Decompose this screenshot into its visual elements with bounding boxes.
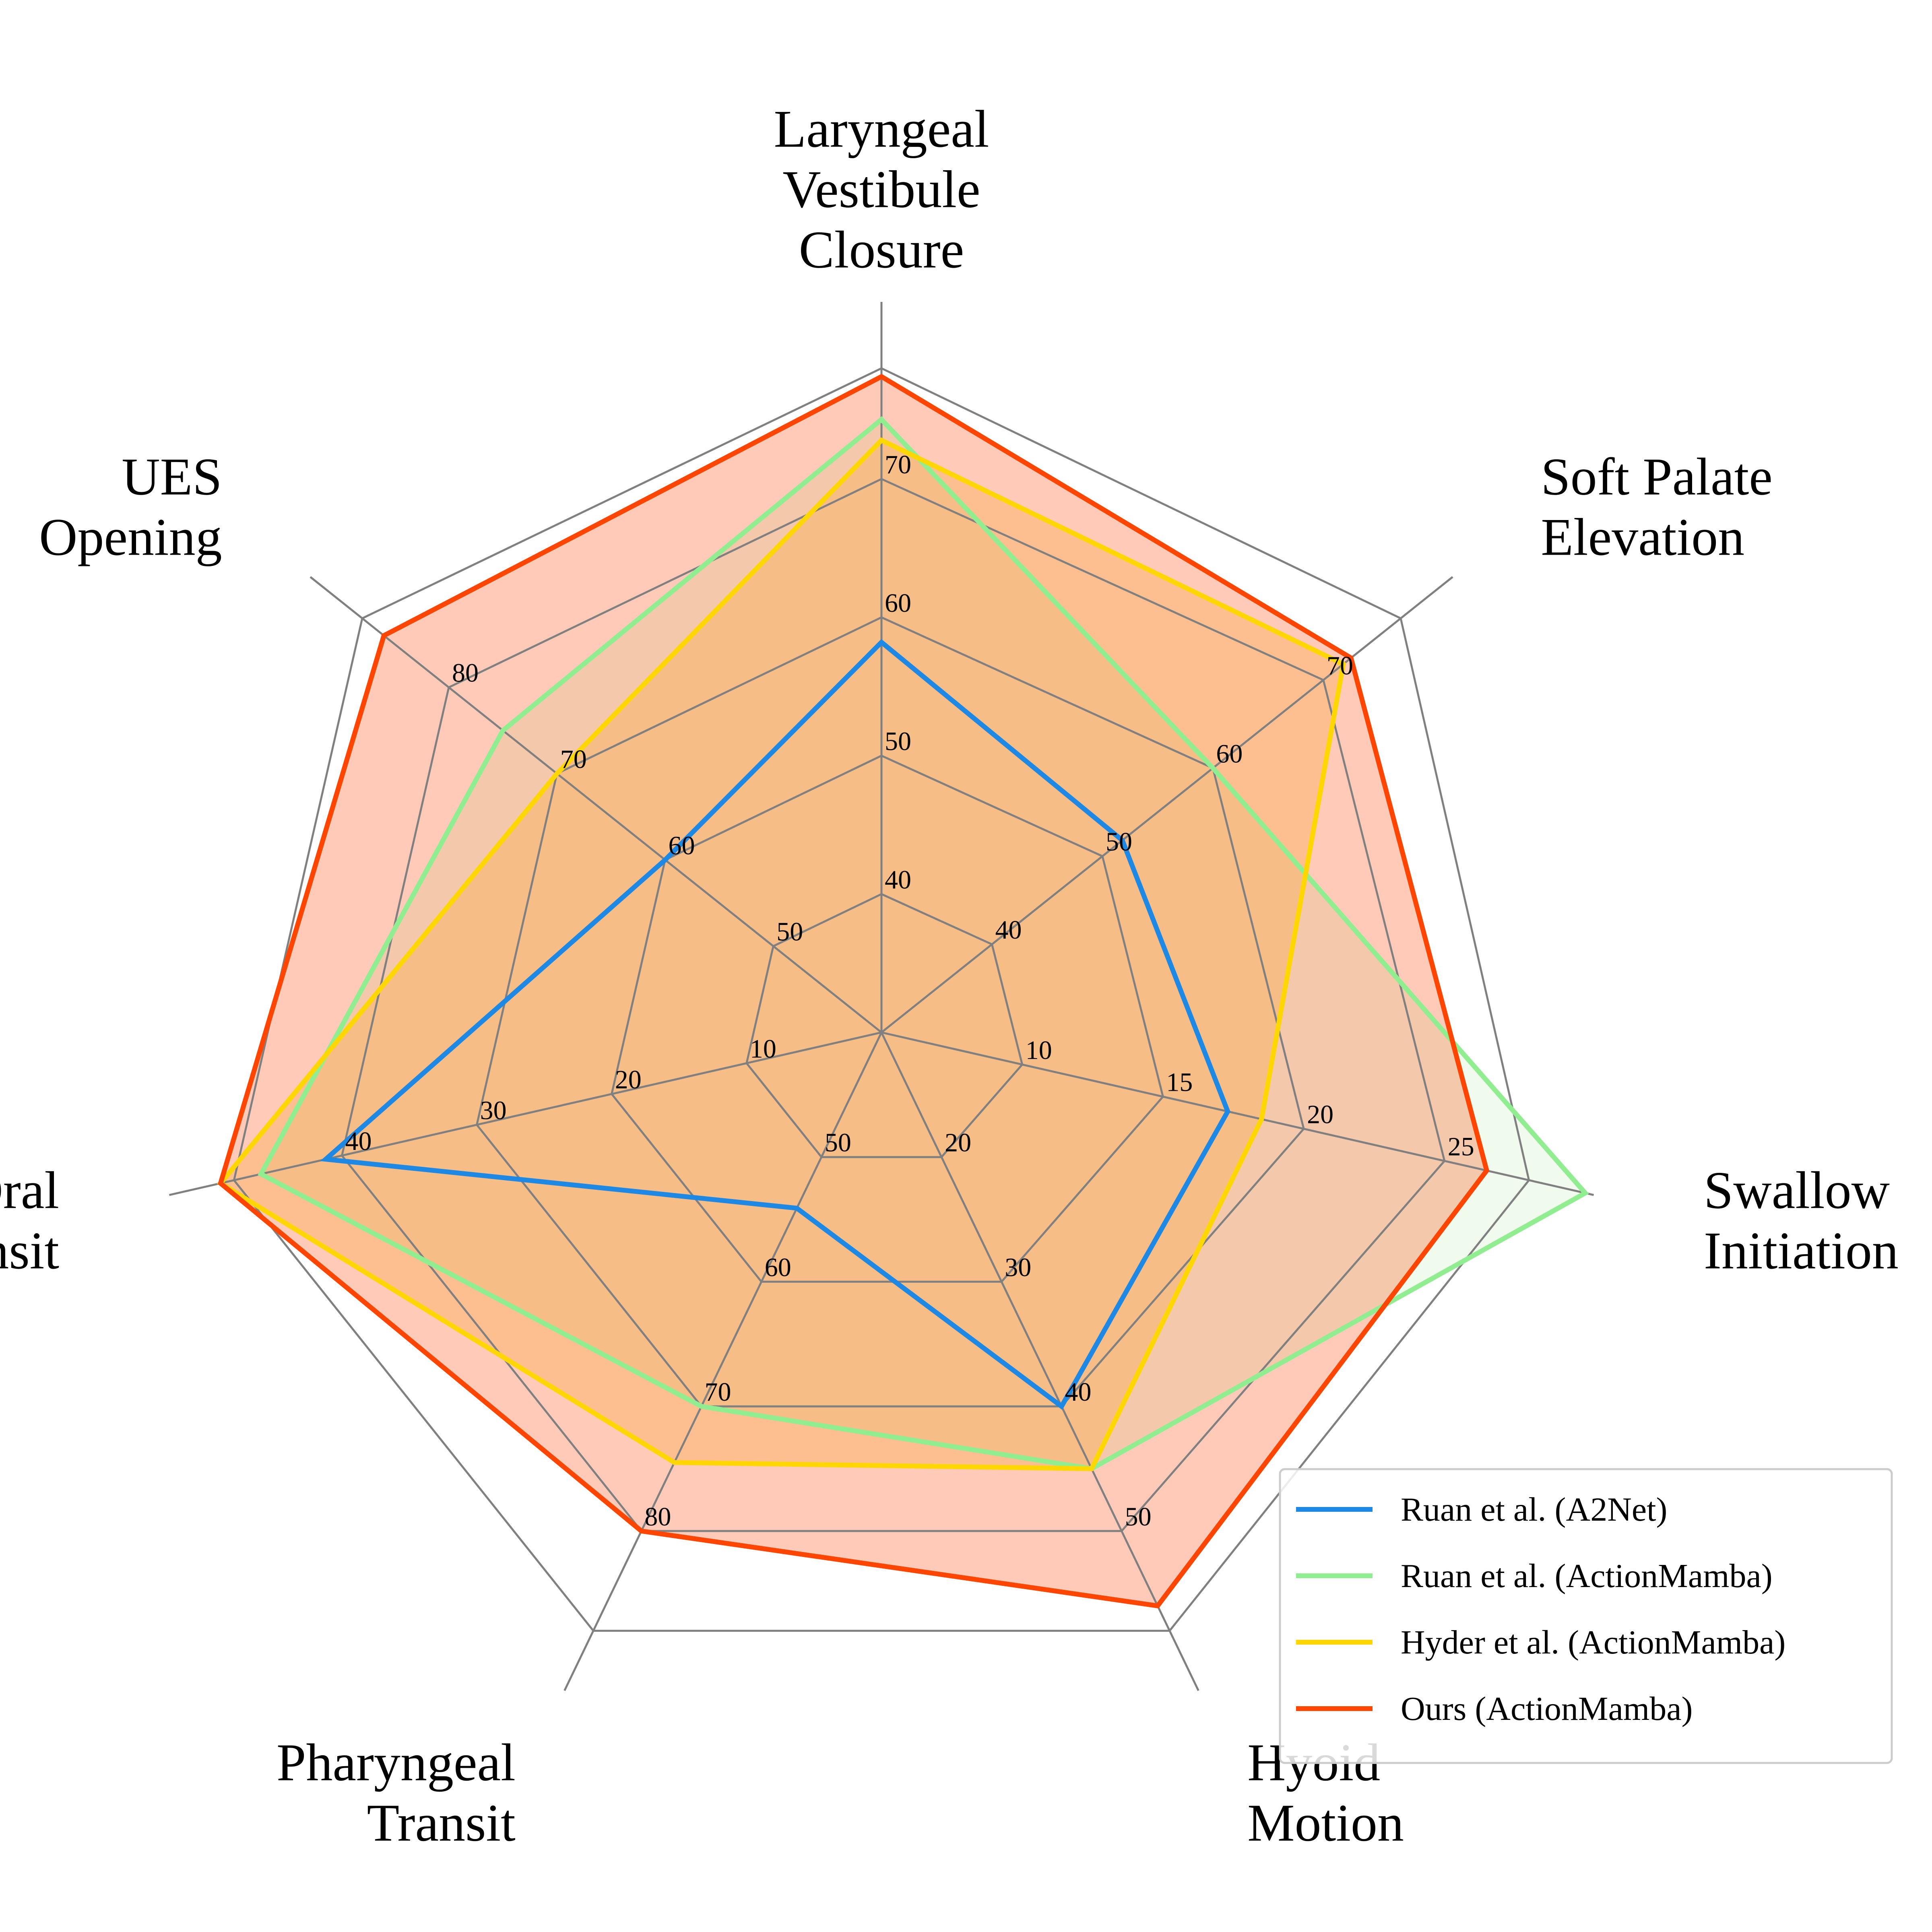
axis-label-line: Closure xyxy=(799,220,964,279)
series-lines xyxy=(217,374,1589,1609)
tick-label: 60 xyxy=(668,831,695,860)
tick-label: 50 xyxy=(1106,827,1132,857)
axis-spoke xyxy=(881,1031,1594,1196)
tick-label: 30 xyxy=(480,1096,507,1125)
tick-label: 50 xyxy=(1125,1502,1152,1532)
axis-spoke xyxy=(564,1032,883,1691)
legend-entry: Hyder et al. (ActionMamba) xyxy=(1401,1624,1785,1661)
tick-label: 80 xyxy=(644,1502,671,1532)
legend-entry: Ruan et al. (ActionMamba) xyxy=(1401,1557,1773,1595)
axis-label-line: Opening xyxy=(39,507,222,566)
series-area xyxy=(261,419,1585,1469)
axis-label-line: Initiation xyxy=(1704,1221,1899,1280)
grid-ring xyxy=(475,616,1305,1408)
grid-ring xyxy=(745,893,1024,1158)
tick-label: 25 xyxy=(1448,1132,1474,1161)
tick-label: 10 xyxy=(1026,1036,1052,1065)
axis-label: OralTransit xyxy=(0,1160,59,1280)
radar-grid xyxy=(169,302,1594,1691)
tick-label: 10 xyxy=(750,1034,776,1063)
legend-box xyxy=(1279,1468,1893,1764)
tick-label: 70 xyxy=(560,745,587,774)
grid-ring-outer xyxy=(233,367,1530,1632)
legend: Ruan et al. (A2Net) Ruan et al. (ActionMa… xyxy=(1279,1468,1893,1764)
axis-label-line: Swallow xyxy=(1704,1160,1890,1220)
tick-label: 40 xyxy=(1065,1377,1091,1407)
axis-spoke xyxy=(881,576,1453,1033)
tick-label: 20 xyxy=(1307,1100,1333,1129)
series-line xyxy=(217,437,1346,1472)
axis-label-line: Laryngeal xyxy=(774,99,989,159)
axis-label-line: UES xyxy=(122,447,222,506)
axis-label-line: Transit xyxy=(367,1793,516,1852)
tick-label: 15 xyxy=(1166,1068,1193,1097)
series-line xyxy=(258,416,1589,1472)
tick-label: 50 xyxy=(825,1128,851,1158)
tick-label: 30 xyxy=(1005,1253,1031,1282)
axis-label-line: Elevation xyxy=(1541,507,1744,566)
tick-label: 20 xyxy=(615,1065,642,1094)
axis-spoke xyxy=(880,1032,1199,1691)
tick-label: 50 xyxy=(885,727,911,756)
tick-label: 40 xyxy=(885,865,911,894)
tick-label: 80 xyxy=(452,658,479,688)
series-area xyxy=(220,376,1487,1606)
axis-spoke xyxy=(169,1031,882,1196)
tick-label: 20 xyxy=(945,1128,971,1158)
tick-label: 40 xyxy=(995,915,1022,945)
series-line xyxy=(218,374,1490,1609)
axis-label-line: Soft Palate xyxy=(1541,447,1773,506)
axis-label-line: Oral xyxy=(0,1160,59,1220)
tick-label: 60 xyxy=(885,588,911,618)
legend-entry: Ruan et al. (A2Net) xyxy=(1401,1491,1667,1528)
legend-entry: Ours (ActionMamba) xyxy=(1401,1690,1693,1728)
axis-label-line: Motion xyxy=(1247,1793,1404,1852)
tick-label: 60 xyxy=(1216,739,1243,768)
tick-labels: 40 50 60 70 40 50 60 70 10 15 20 25 20 30 40 50 50 60 70 80… xyxy=(345,450,1474,1532)
axis-label-line: Pharyngeal xyxy=(277,1733,516,1792)
tick-label: 40 xyxy=(345,1127,372,1156)
tick-label: 60 xyxy=(765,1253,791,1282)
grid-ring xyxy=(341,478,1446,1532)
tick-label: 70 xyxy=(1327,651,1353,680)
axis-label-line: Vestibule xyxy=(782,160,980,219)
grid-ring xyxy=(610,754,1164,1283)
series-line xyxy=(320,639,1230,1410)
tick-label: 70 xyxy=(705,1377,731,1407)
tick-label: 70 xyxy=(885,450,911,479)
tick-label: 50 xyxy=(776,917,803,947)
axis-label-line: Transit xyxy=(0,1221,59,1280)
axis-spoke xyxy=(310,576,882,1033)
